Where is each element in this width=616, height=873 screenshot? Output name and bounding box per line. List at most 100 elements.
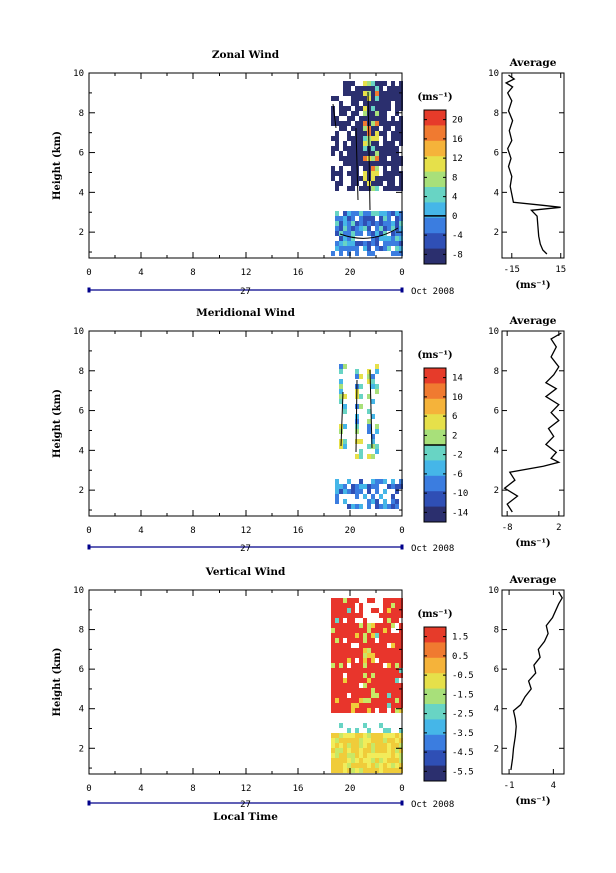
heatmap-cell <box>335 698 339 703</box>
heatmap-cell <box>383 733 387 738</box>
colorbar-segment <box>424 202 446 219</box>
colorbar-tick-label: 2 <box>452 431 457 441</box>
heatmap-cell <box>399 211 403 216</box>
heatmap-cell <box>375 211 379 216</box>
heatmap-cell <box>383 703 387 708</box>
heatmap-cell <box>355 668 359 673</box>
heatmap-cell <box>383 728 387 733</box>
heatmap-cell <box>355 758 359 763</box>
heatmap-cell <box>371 86 375 91</box>
heatmap-cell <box>387 101 391 106</box>
heatmap-cell <box>395 668 399 673</box>
average-y-tick-label: 4 <box>494 446 499 456</box>
heatmap-cell <box>363 638 367 643</box>
heatmap-cell <box>391 494 395 499</box>
heatmap-cell <box>359 748 363 753</box>
heatmap-cell <box>375 663 379 668</box>
heatmap-cell <box>339 171 343 176</box>
heatmap-cell <box>375 768 379 773</box>
heatmap-cell <box>339 369 343 374</box>
heatmap-cell <box>371 186 375 191</box>
heatmap-cell <box>383 598 387 603</box>
average-y-tick-label: 10 <box>488 327 499 337</box>
heatmap-cell <box>367 251 371 256</box>
heatmap-cell <box>371 698 375 703</box>
heatmap-cell <box>367 678 371 683</box>
heatmap-cell <box>375 141 379 146</box>
heatmap-cell <box>367 96 371 101</box>
heatmap-cell <box>371 121 375 126</box>
heatmap-cell <box>387 151 391 156</box>
heatmap-cell <box>347 633 351 638</box>
heatmap-cell <box>359 693 363 698</box>
heatmap-cell <box>387 618 391 623</box>
heatmap-cell <box>371 414 375 419</box>
heatmap-cell <box>375 743 379 748</box>
colorbar-tick-label: 14 <box>452 374 463 384</box>
x-tick-label: 20 <box>345 526 356 536</box>
heatmap-cell <box>359 439 363 444</box>
heatmap-cell <box>343 444 347 449</box>
heatmap-cell <box>375 236 379 241</box>
heatmap-cell <box>391 688 395 693</box>
heatmap-cell <box>335 633 339 638</box>
heatmap-cell <box>351 171 355 176</box>
colorbar-segment <box>424 506 446 523</box>
colorbar-segment <box>424 383 446 400</box>
heatmap-cell <box>331 171 335 176</box>
heatmap-cell <box>331 111 335 116</box>
heatmap-cell <box>371 633 375 638</box>
heatmap-cell <box>383 81 387 86</box>
heatmap-cell <box>335 673 339 678</box>
heatmap-cell <box>363 658 367 663</box>
colorbar-tick-label: 6 <box>452 412 457 422</box>
heatmap-cell <box>375 226 379 231</box>
heatmap-cell <box>367 768 371 773</box>
heatmap-cell <box>367 758 371 763</box>
heatmap-cell <box>367 708 371 713</box>
heatmap-cell <box>399 738 403 743</box>
heatmap-cell <box>359 758 363 763</box>
colorbar-segment <box>424 627 446 643</box>
heatmap-cell <box>351 668 355 673</box>
heatmap-cell <box>379 494 383 499</box>
heatmap-cell <box>339 489 343 494</box>
heatmap-cell <box>359 226 363 231</box>
heatmap-cell <box>351 216 355 221</box>
heatmap-cell <box>395 489 399 494</box>
heatmap-cell <box>339 424 343 429</box>
heatmap-cell <box>335 211 339 216</box>
heatmap-cell <box>339 226 343 231</box>
colorbar-unit: (ms⁻¹) <box>417 609 452 620</box>
colorbar-unit: (ms⁻¹) <box>417 92 452 103</box>
heatmap-cell <box>399 86 403 91</box>
colorbar-segment <box>424 398 446 415</box>
heatmap-cell <box>359 141 363 146</box>
heatmap-cell <box>371 216 375 221</box>
heatmap-cell <box>347 246 351 251</box>
heatmap-cell <box>391 131 395 136</box>
heatmap-cell <box>339 484 343 489</box>
heatmap-cell <box>391 186 395 191</box>
heatmap-cell <box>399 598 403 603</box>
heatmap-cell <box>395 743 399 748</box>
heatmap-cell <box>351 126 355 131</box>
heatmap-cell <box>359 156 363 161</box>
heatmap-cell <box>343 364 347 369</box>
heatmap-cell <box>371 379 375 384</box>
heatmap-cell <box>399 96 403 101</box>
colorbar-tick-label: -4 <box>452 231 463 241</box>
heatmap-cell <box>383 678 387 683</box>
heatmap-cell <box>395 658 399 663</box>
heatmap-cell <box>367 733 371 738</box>
heatmap-cell <box>343 748 347 753</box>
heatmap-cell <box>363 678 367 683</box>
heatmap-cell <box>375 698 379 703</box>
heatmap-cell <box>391 673 395 678</box>
heatmap-cell <box>379 698 383 703</box>
heatmap-cell <box>363 116 367 121</box>
heatmap-cell <box>371 141 375 146</box>
heatmap-cell <box>395 653 399 658</box>
heatmap-cell <box>387 121 391 126</box>
heatmap-cell <box>343 489 347 494</box>
